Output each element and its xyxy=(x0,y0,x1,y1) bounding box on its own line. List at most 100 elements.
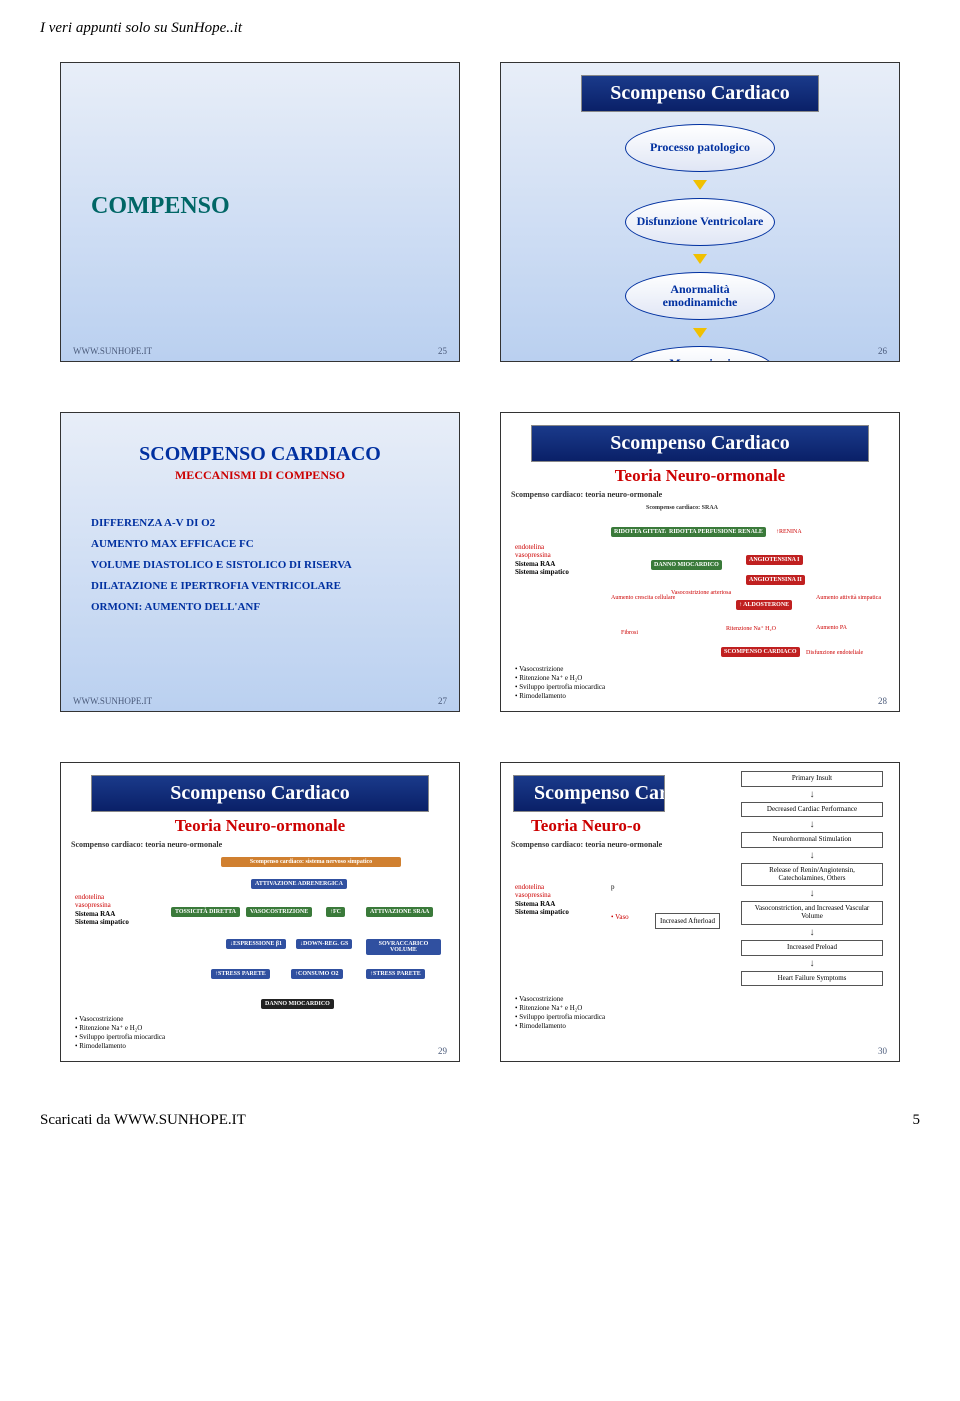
slide-4-subtitle: Teoria Neuro-ormonale xyxy=(501,466,899,486)
neuro-bullets: Vasocostrizione Ritenzione Na⁺ e H₂O Svi… xyxy=(515,665,605,701)
box: SCOMPENSO CARDIACO xyxy=(721,647,800,657)
arrow-icon: ↓ xyxy=(809,890,814,897)
slide-1-footer: WWW.SUNHOPE.IT 25 xyxy=(73,346,447,356)
row-1: COMPENSO WWW.SUNHOPE.IT 25 Scompenso Car… xyxy=(40,62,920,362)
bullet: Ritenzione Na⁺ e H₂O xyxy=(515,674,605,683)
footer-page-num: 5 xyxy=(913,1112,921,1129)
label: Aumento attività simpatica xyxy=(816,595,881,601)
label: vasopressina xyxy=(515,891,595,899)
label-bold: Sistema simpatico xyxy=(75,918,155,926)
arrow-icon: ↓ xyxy=(809,791,814,798)
neuro-bullets: Vasocostrizione Ritenzione Na⁺ e H₂O Svi… xyxy=(515,995,605,1031)
oval-2: Disfunzione Ventricolare xyxy=(625,198,775,246)
label: Aumento PA xyxy=(816,625,847,631)
label: endotelina xyxy=(515,883,595,891)
flowchart: Primary Insult ↓ Decreased Cardiac Perfo… xyxy=(725,763,899,994)
neuro-diagram: endotelina vasopressina Sistema RAA Sist… xyxy=(511,503,889,703)
sraa-title: Scompenso cardiaco: SRAA xyxy=(646,505,718,511)
p-label: p xyxy=(611,883,615,891)
box: ATTIVAZIONE SRAA xyxy=(366,907,433,917)
oval-1: Processo patologico xyxy=(625,124,775,172)
fc-box: Heart Failure Symptoms xyxy=(741,971,882,987)
fc-side-box: Increased Afterload xyxy=(655,913,720,929)
box: ANGIOTENSINA I xyxy=(746,555,803,565)
slide-5: Scompenso Cardiaco Teoria Neuro-ormonale… xyxy=(60,762,460,1062)
label: vasopressina xyxy=(75,901,155,909)
fc-box: Primary Insult xyxy=(741,771,882,787)
slide-3-footer: WWW.SUNHOPE.IT 27 xyxy=(73,696,447,706)
sc-list: DIFFERENZA A-V DI O2 AUMENTO MAX EFFICAC… xyxy=(91,513,459,617)
neuro-left-labels: endotelina vasopressina Sistema RAA Sist… xyxy=(515,883,595,917)
neuro-diagram-title: Scompenso cardiaco: teoria neuro-ormonal… xyxy=(511,490,889,499)
flow-column: Processo patologico Disfunzione Ventrico… xyxy=(501,124,899,362)
arrow-icon: ↓ xyxy=(809,821,814,828)
arrow-icon: ↓ xyxy=(809,852,814,859)
list-item: VOLUME DIASTOLICO E SISTOLICO DI RISERVA xyxy=(91,555,459,576)
slide-num: 26 xyxy=(878,346,887,356)
label: Fibrosi xyxy=(621,630,638,636)
bullet: Ritenzione Na⁺ e H₂O xyxy=(75,1024,165,1033)
simp-center: Scompenso cardiaco: sistema nervoso simp… xyxy=(171,857,441,1045)
bullet: Rimodellamento xyxy=(75,1042,165,1051)
box: ↑STRESS PARETE xyxy=(366,969,425,979)
title-text: Scompenso Cardiaco xyxy=(534,782,665,804)
arrow-icon xyxy=(693,180,707,190)
fc-box: Release of Renin/Angiotensin, Catecholam… xyxy=(741,863,882,886)
label: Ritenzione Na⁺ H₂O xyxy=(726,625,776,632)
arrow-icon: ↓ xyxy=(809,929,814,936)
compenso-label: COMPENSO xyxy=(91,193,230,220)
box: ↓ESPRESSIONE β1 xyxy=(226,939,286,949)
box: DANNO MIOCARDICO xyxy=(261,999,334,1009)
slide-4-title: Scompenso Cardiaco xyxy=(531,425,869,462)
slide-num: 29 xyxy=(438,1046,447,1056)
box: ↑STRESS PARETE xyxy=(211,969,270,979)
list-item: DILATAZIONE E IPERTROFIA VENTRICOLARE xyxy=(91,576,459,597)
slide-6: Scompenso Cardiaco Teoria Neuro-o Scompe… xyxy=(500,762,900,1062)
list-item: DIFFERENZA A-V DI O2 xyxy=(91,513,459,534)
label: vasopressina xyxy=(515,551,595,559)
box: RIDOTTA GITTATA xyxy=(611,527,672,537)
neuro-diagram-title: Scompenso cardiaco: teoria neuro-ormonal… xyxy=(71,840,449,849)
bullet: Ritenzione Na⁺ e H₂O xyxy=(515,1004,605,1013)
slide-6-subtitle: Teoria Neuro-o xyxy=(531,816,725,836)
label-bold: Sistema simpatico xyxy=(515,908,595,916)
footer-left: Scaricati da WWW.SUNHOPE.IT xyxy=(40,1112,246,1129)
box: DANNO MIOCARDICO xyxy=(651,560,722,570)
sc-subheading: MECCANISMI DI COMPENSO xyxy=(61,468,459,483)
label: Disfunzione endoteliale xyxy=(806,650,863,656)
left-diagram: endotelina vasopressina Sistema RAA Sist… xyxy=(511,853,715,1033)
label-bold: Sistema RAA xyxy=(75,910,155,918)
slide-6-title: Scompenso Cardiaco xyxy=(513,775,665,812)
box: ↑ ALDOSTERONE xyxy=(736,600,792,610)
label: endotelina xyxy=(515,543,595,551)
neuro-left-labels: endotelina vasopressina Sistema RAA Sist… xyxy=(75,893,155,927)
fc-box: Neurohormonal Stimulation xyxy=(741,832,882,848)
slide-3: SCOMPENSO CARDIACO MECCANISMI DI COMPENS… xyxy=(60,412,460,712)
sc-heading: SCOMPENSO CARDIACO xyxy=(61,443,459,466)
slide-num: 27 xyxy=(438,696,447,706)
box: ↑CONSUMO O2 xyxy=(291,969,343,979)
slide-2-title: Scompenso Cardiaco xyxy=(581,75,820,112)
slide-num: 25 xyxy=(438,346,447,356)
slide-1: COMPENSO WWW.SUNHOPE.IT 25 xyxy=(60,62,460,362)
page-header: I veri appunti solo su SunHope..it xyxy=(40,20,920,37)
fc-box: Vasoconstriction, and Increased Vascular… xyxy=(741,901,882,924)
bullet: Vasocostrizione xyxy=(75,1015,165,1024)
slide-5-subtitle: Teoria Neuro-ormonale xyxy=(61,816,459,836)
sraa-diagram: Scompenso cardiaco: SRAA RIDOTTA GITTATA… xyxy=(606,505,885,699)
bullet: Rimodellamento xyxy=(515,1022,605,1031)
box: ATTIVAZIONE ADRENERGICA xyxy=(251,879,347,889)
box: RIDOTTA PERFUSIONE RENALE xyxy=(666,527,766,537)
footer-url: WWW.SUNHOPE.IT xyxy=(73,696,152,706)
bullet: Sviluppo ipertrofia miocardica xyxy=(515,1013,605,1022)
bullet: Vasocostrizione xyxy=(515,995,605,1004)
arrow-icon: ↓ xyxy=(809,960,814,967)
bullet: Sviluppo ipertrofia miocardica xyxy=(75,1033,165,1042)
page-footer: Scaricati da WWW.SUNHOPE.IT 5 xyxy=(40,1112,920,1129)
arrow-icon xyxy=(693,328,707,338)
slide-5-title: Scompenso Cardiaco xyxy=(91,775,429,812)
label-bold: Sistema RAA xyxy=(515,900,595,908)
box: ANGIOTENSINA II xyxy=(746,575,805,585)
box: ↑FC xyxy=(326,907,345,917)
footer-url: WWW.SUNHOPE.IT xyxy=(73,346,152,356)
